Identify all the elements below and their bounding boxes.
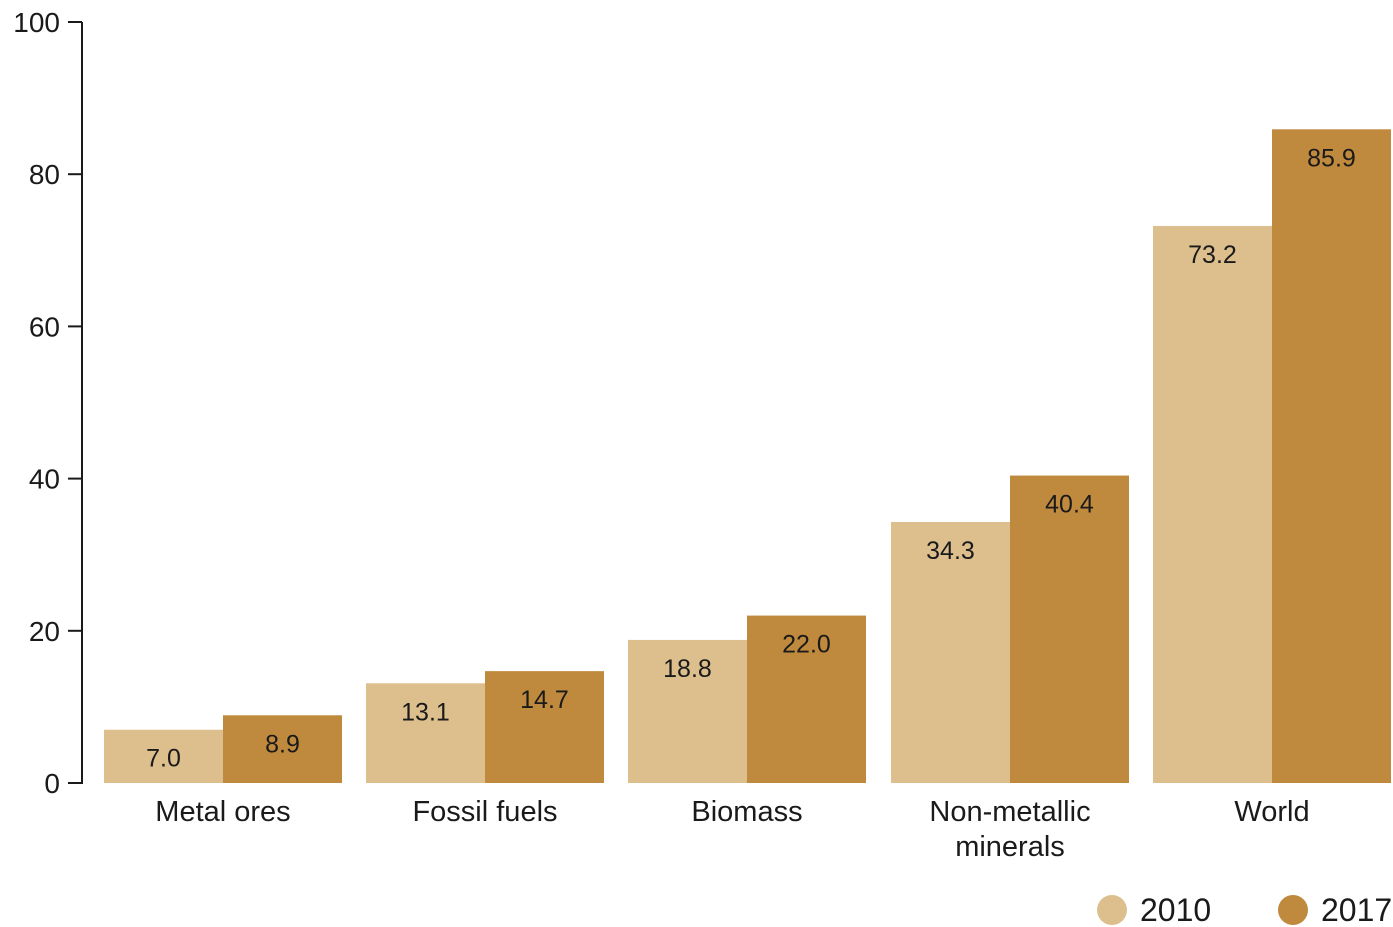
y-tick-label: 40 <box>29 464 60 495</box>
category-label: minerals <box>955 831 1065 863</box>
y-tick-label: 0 <box>44 768 60 799</box>
bar-2017 <box>1010 475 1129 783</box>
y-tick-label: 100 <box>13 7 60 38</box>
category-label: Non-metallic <box>929 796 1090 828</box>
category-label: Metal ores <box>155 796 290 828</box>
value-labels: 7.0 13.1 18.8 34.3 73.2 8.9 14.7 22.0 40.4 85.9 <box>146 144 1356 772</box>
value-label: 7.0 <box>146 745 181 773</box>
value-label: 18.8 <box>663 655 712 683</box>
legend-label: 2017 <box>1321 892 1392 927</box>
value-label: 8.9 <box>265 730 300 758</box>
legend-swatch-2010 <box>1097 895 1127 925</box>
bar-2010 <box>891 521 1010 783</box>
value-label: 13.1 <box>401 698 450 726</box>
bars <box>104 129 1391 783</box>
bar-2010 <box>628 639 747 783</box>
bar-2017 <box>747 615 866 783</box>
bar-2010 <box>1153 225 1272 783</box>
bar-2017 <box>485 671 604 783</box>
bar-2010 <box>104 729 223 783</box>
y-tick-label: 80 <box>29 159 60 190</box>
y-tick-label: 20 <box>29 616 60 647</box>
legend-swatch-2017 <box>1278 895 1308 925</box>
bar-2017 <box>1272 129 1391 783</box>
x-axis-labels: Metal ores Fossil fuels Biomass Non-metalli… <box>155 796 1309 863</box>
value-label: 14.7 <box>520 686 569 714</box>
category-label: World <box>1234 796 1309 828</box>
category-label: Fossil fuels <box>412 796 557 828</box>
value-label: 40.4 <box>1045 491 1094 519</box>
value-label: 22.0 <box>782 631 831 659</box>
value-label: 85.9 <box>1307 144 1356 172</box>
value-label: 34.3 <box>926 537 975 565</box>
value-label: 73.2 <box>1188 241 1237 269</box>
category-label: Biomass <box>691 796 802 828</box>
y-tick-label: 60 <box>29 311 60 342</box>
y-axis: 0 20 40 60 80 100 <box>13 7 83 799</box>
bar-2010 <box>366 683 485 783</box>
legend: 2010 2017 <box>1097 892 1392 927</box>
bar-2017 <box>223 715 342 783</box>
legend-label: 2010 <box>1140 892 1211 927</box>
